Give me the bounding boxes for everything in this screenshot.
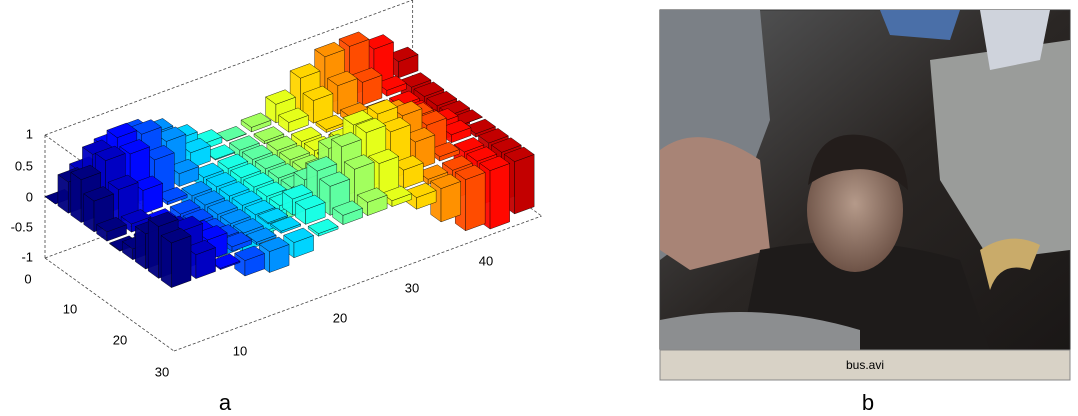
y-tick-label: 30: [155, 364, 169, 379]
image-region: [660, 137, 770, 270]
status-text: bus.avi: [846, 358, 884, 372]
x-tick-label: 10: [233, 343, 247, 358]
panel-label: b: [862, 390, 874, 415]
y-tick-label: 10: [63, 301, 77, 316]
bar-front: [171, 236, 191, 288]
y-tick-label: 0: [24, 271, 31, 286]
bar-side: [161, 236, 171, 288]
panel-label: a: [219, 390, 232, 415]
y-tick-label: 20: [113, 332, 127, 347]
z-tick-label: 1: [26, 126, 33, 141]
bar-front: [490, 163, 510, 229]
figure: 1 0.5 0 -0.5 -1 0 10 20 30 10 20 30 40 a bus.avi b: [0, 0, 1078, 416]
bar3d-plot: [45, 0, 542, 351]
z-tick-label: -0.5: [11, 219, 33, 234]
bar-front: [515, 154, 535, 213]
z-tick-label: 0.5: [15, 158, 33, 173]
x-tick-label: 40: [479, 253, 493, 268]
x-tick-label: 20: [333, 310, 347, 325]
z-tick-label: 0: [26, 189, 33, 204]
bar-side: [148, 219, 158, 278]
bar-front: [466, 172, 486, 230]
figure-canvas: 1 0.5 0 -0.5 -1 0 10 20 30 10 20 30 40 a bus.avi b: [0, 0, 1078, 416]
video-frame: bus.avi: [660, 10, 1070, 380]
bar-side: [71, 172, 81, 222]
z-tick-label: -1: [21, 249, 33, 264]
x-tick-label: 30: [405, 280, 419, 295]
